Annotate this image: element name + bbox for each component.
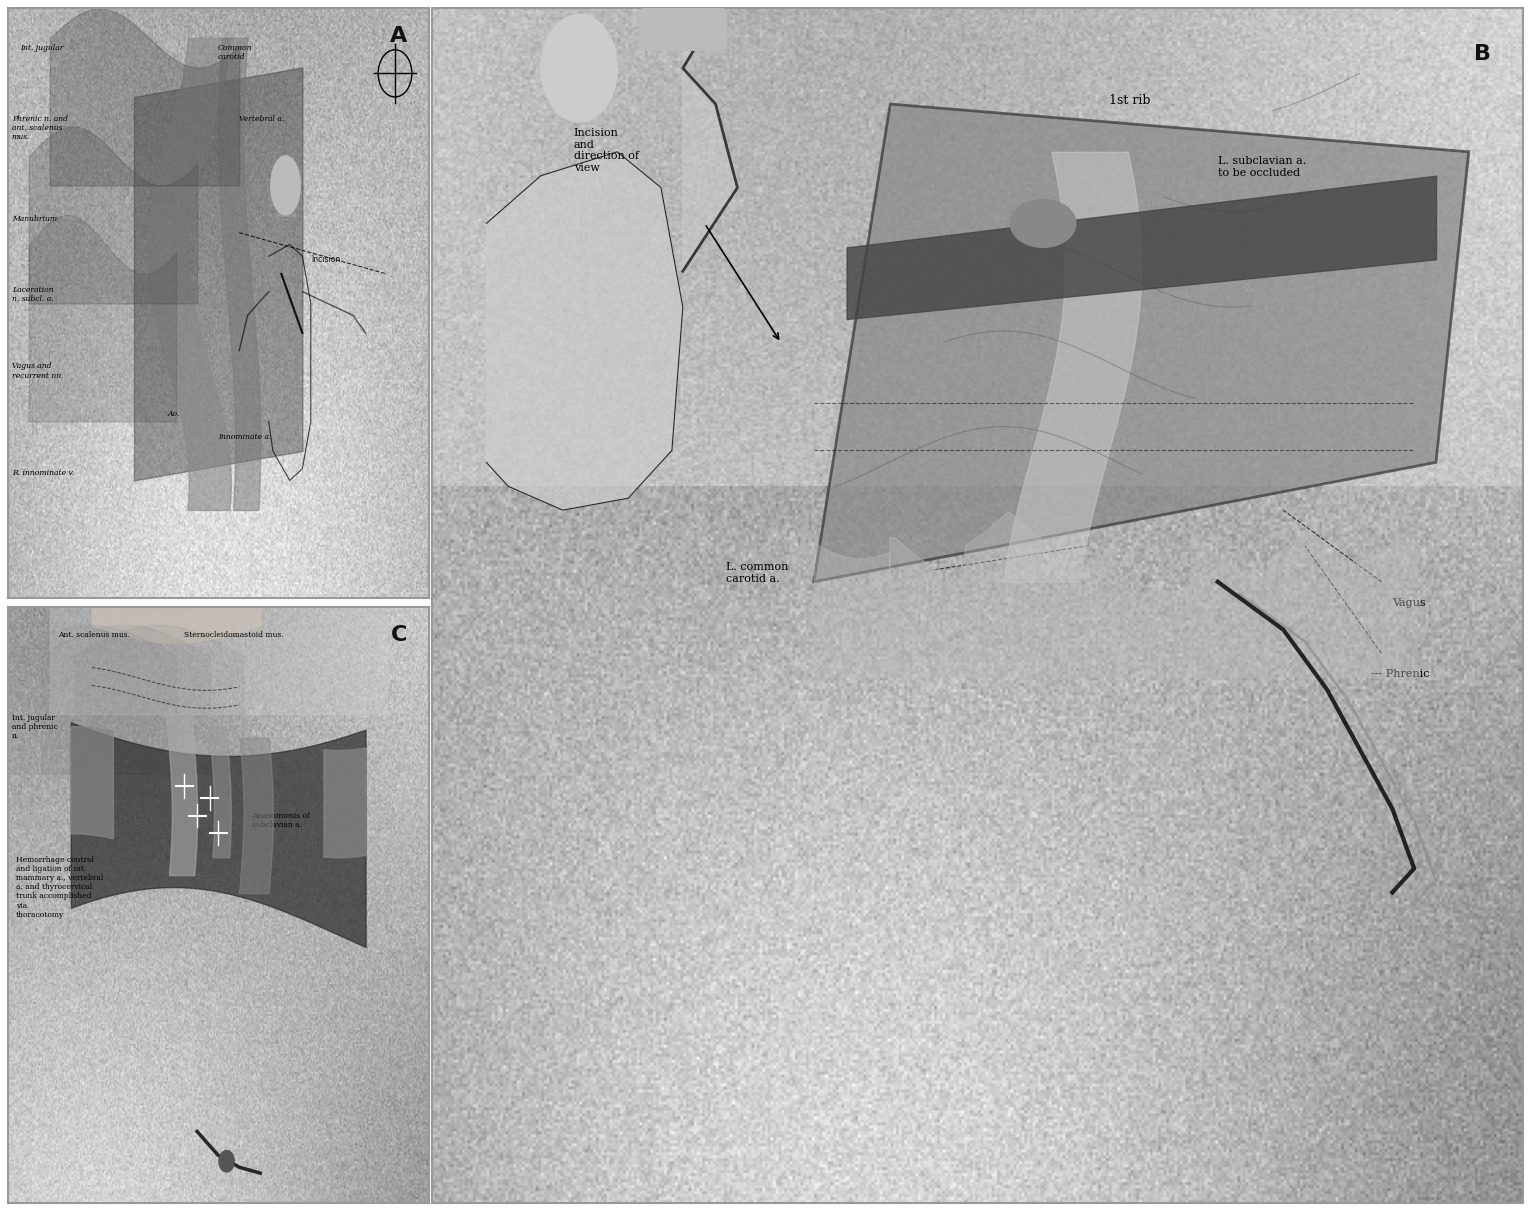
Text: Laceration
n. subcl. a.: Laceration n. subcl. a. (12, 285, 54, 303)
Circle shape (219, 1151, 234, 1172)
Text: Vertebral a.: Vertebral a. (239, 115, 285, 122)
Polygon shape (683, 8, 738, 271)
Polygon shape (814, 104, 1468, 582)
Text: L. subclavian a.
to be occluded: L. subclavian a. to be occluded (1217, 156, 1306, 178)
Ellipse shape (540, 15, 617, 122)
Text: C: C (392, 625, 407, 644)
Text: Phrenic n. and
ant. scalenus
mus.: Phrenic n. and ant. scalenus mus. (12, 115, 67, 141)
Text: 1st rib: 1st rib (1108, 94, 1150, 108)
Ellipse shape (271, 156, 300, 215)
Text: A: A (390, 27, 407, 46)
Text: Manubrium: Manubrium (12, 215, 57, 222)
Text: Common
carotid: Common carotid (219, 44, 253, 62)
Text: Int. jugular: Int. jugular (20, 44, 64, 52)
Text: Hemorrhage control
and ligation of int.
mammary a., vertebral
a. and thyrocervic: Hemorrhage control and ligation of int. … (15, 856, 103, 919)
Text: Ant. scalenus mus.: Ant. scalenus mus. (58, 631, 130, 638)
Text: Ao.: Ao. (168, 410, 181, 417)
Text: L. common
carotid a.: L. common carotid a. (727, 562, 788, 584)
Text: Sternocleidomastoid mus.: Sternocleidomastoid mus. (185, 631, 285, 638)
Ellipse shape (1010, 199, 1076, 248)
Text: Innominate a.: Innominate a. (219, 433, 271, 441)
Text: Vagus: Vagus (1392, 597, 1425, 608)
Text: R. innominate v.: R. innominate v. (12, 469, 73, 476)
Text: Incision: Incision (311, 255, 340, 264)
Text: B: B (1474, 45, 1491, 64)
Polygon shape (487, 152, 683, 510)
Text: Incision
and
direction of
view: Incision and direction of view (574, 128, 638, 173)
Text: --- Phrenic: --- Phrenic (1370, 670, 1428, 679)
Text: Anastomosis of
subclavian a.: Anastomosis of subclavian a. (253, 812, 309, 829)
Text: Vagus and
recurrent nn.: Vagus and recurrent nn. (12, 363, 63, 380)
Text: Int. jugular
and phrenic
n.: Int. jugular and phrenic n. (12, 713, 58, 740)
FancyBboxPatch shape (638, 8, 727, 51)
